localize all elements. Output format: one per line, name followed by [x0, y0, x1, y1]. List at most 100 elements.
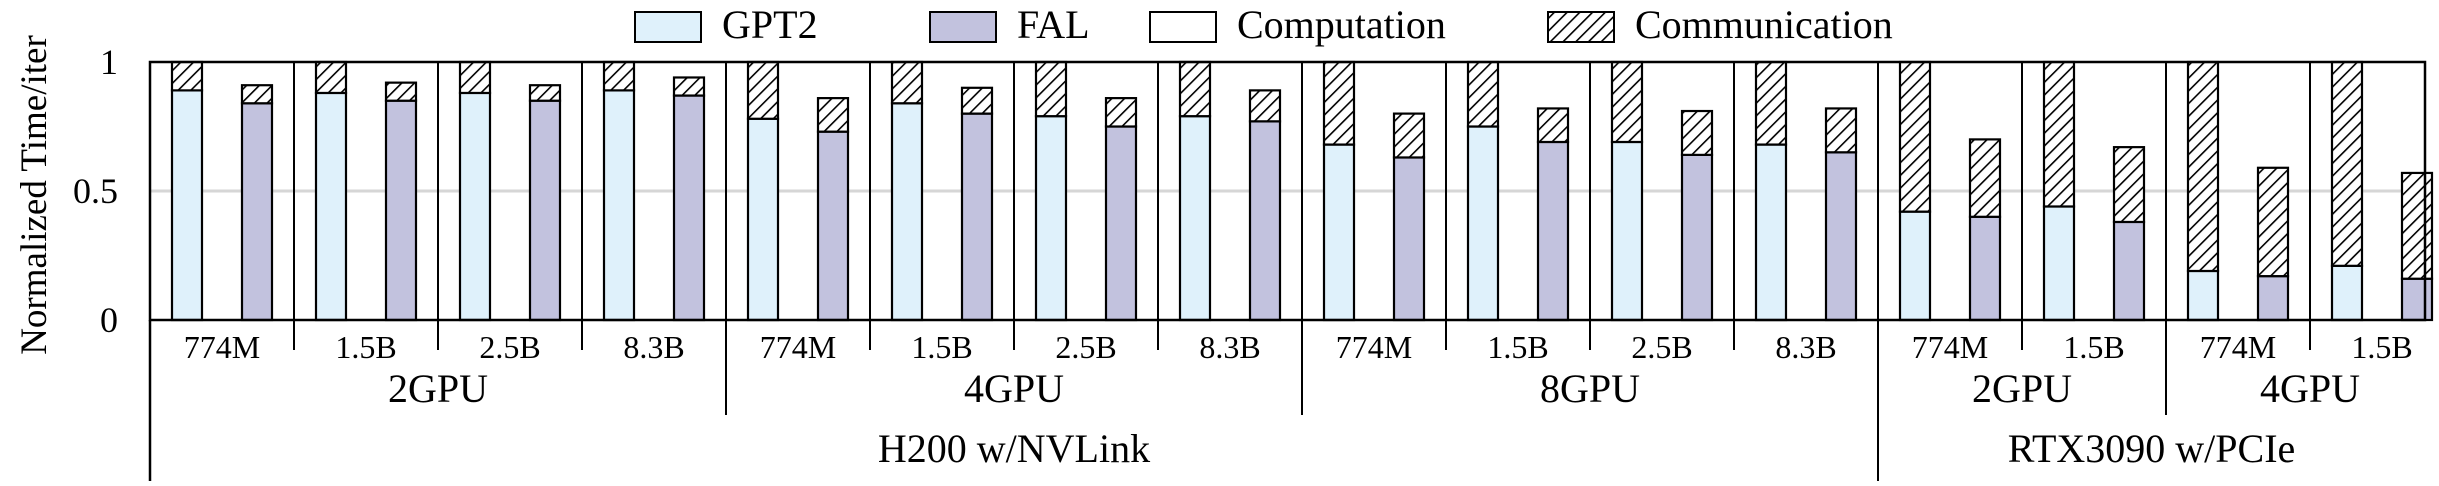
bar-fal-computation	[2112, 220, 2146, 322]
bar-gpt2-computation	[1754, 143, 1788, 322]
group-label: 4GPU	[964, 366, 1064, 411]
category-label: 1.5B	[2351, 329, 2412, 365]
bar-fal-computation	[1104, 125, 1138, 322]
group-label: 2GPU	[388, 366, 488, 411]
group-label: 2GPU	[1972, 366, 2072, 411]
category-label: 1.5B	[2063, 329, 2124, 365]
bar-gpt2-communication	[602, 60, 636, 92]
axes-layer: 0 0.5 1 774M 1.5B 2.5B 8.3B 774M 1.5B 2.5B 8.3B 774…	[73, 42, 2427, 481]
bar-fal-communication	[240, 84, 274, 105]
bar-fal-communication	[816, 97, 850, 133]
bar-gpt2-communication	[1322, 60, 1356, 146]
bar-gpt2-computation	[458, 91, 492, 322]
legend-label: GPT2	[722, 2, 818, 47]
bar-gpt2-communication	[1898, 60, 1932, 213]
category-label: 8.3B	[623, 329, 684, 365]
legend-swatch	[634, 11, 702, 43]
bar-fal-computation	[1536, 140, 1570, 322]
bar-gpt2-communication	[1178, 60, 1212, 118]
bar-gpt2-computation	[2186, 269, 2220, 322]
bar-gpt2-computation	[1610, 140, 1644, 322]
legend-swatch	[1547, 11, 1615, 43]
bar-fal-communication	[2112, 146, 2146, 224]
category-label: 774M	[1912, 329, 1988, 365]
legend-swatch	[929, 11, 997, 43]
y-tick-label: 1	[100, 42, 118, 82]
y-tick-label: 0.5	[73, 171, 118, 211]
bar-fal-computation	[672, 94, 706, 322]
bar-fal-communication	[1824, 107, 1858, 154]
bar-fal-communication	[384, 81, 418, 102]
bar-gpt2-computation	[1034, 115, 1068, 322]
legend-label: Computation	[1237, 2, 1446, 47]
bar-gpt2-computation	[170, 89, 204, 322]
bar-gpt2-computation	[1322, 143, 1356, 322]
bar-gpt2-computation	[2042, 205, 2076, 322]
y-axis-label-layer: Normalized Time/iter	[14, 35, 55, 355]
bar-gpt2-communication	[2042, 60, 2076, 208]
bar-fal-computation	[2256, 275, 2290, 322]
bar-gpt2-computation	[1178, 115, 1212, 322]
bar-gpt2-computation	[746, 117, 780, 322]
bar-gpt2-computation	[1898, 210, 1932, 322]
plot-frame	[148, 60, 2427, 322]
bar-fal-communication	[1680, 109, 1714, 156]
bar-gpt2-computation	[890, 102, 924, 322]
platform-label: H200 w/NVLink	[878, 426, 1150, 471]
bar-fal-computation	[1248, 120, 1282, 322]
y-tick-label: 0	[100, 300, 118, 340]
bar-fal-computation	[816, 130, 850, 322]
bar-fal-computation	[384, 99, 418, 322]
category-label: 8.3B	[1199, 329, 1260, 365]
bar-fal-communication	[2256, 166, 2290, 278]
y-axis-title: Normalized Time/iter	[14, 35, 55, 355]
category-label: 774M	[760, 329, 836, 365]
bar-fal-communication	[1248, 89, 1282, 123]
bar-fal-communication	[1104, 97, 1138, 128]
legend: GPT2 FAL Computation Communication	[634, 2, 1893, 47]
bar-fal-communication	[2400, 171, 2434, 280]
bar-gpt2-communication	[2186, 60, 2220, 273]
bar-gpt2-communication	[314, 60, 348, 95]
legend-label: Communication	[1635, 2, 1893, 47]
bar-gpt2-communication	[2330, 60, 2364, 267]
bar-fal-computation	[528, 99, 562, 322]
category-label: 8.3B	[1775, 329, 1836, 365]
bar-fal-computation	[1968, 215, 2002, 322]
legend-label: FAL	[1017, 2, 1090, 47]
bar-gpt2-communication	[746, 60, 780, 120]
category-label: 2.5B	[1055, 329, 1116, 365]
bar-gpt2-communication	[890, 60, 924, 105]
bar-fal-computation	[240, 102, 274, 322]
bar-fal-computation	[1392, 156, 1426, 322]
bar-fal-computation	[1680, 153, 1714, 322]
category-label: 774M	[1336, 329, 1412, 365]
bar-fal-communication	[1968, 138, 2002, 218]
bar-gpt2-communication	[1754, 60, 1788, 146]
bar-fal-communication	[672, 76, 706, 97]
platform-label: RTX3090 w/PCIe	[2008, 426, 2296, 471]
category-label: 774M	[184, 329, 260, 365]
bar-gpt2-computation	[314, 91, 348, 322]
bar-fal-communication	[528, 84, 562, 102]
bar-fal-computation	[1824, 151, 1858, 322]
category-label: 1.5B	[911, 329, 972, 365]
bar-gpt2-computation	[602, 89, 636, 322]
bars-layer	[170, 60, 2434, 322]
group-label: 8GPU	[1540, 366, 1640, 411]
bar-gpt2-communication	[170, 60, 204, 92]
bar-fal-computation	[960, 112, 994, 322]
category-label: 2.5B	[479, 329, 540, 365]
bar-gpt2-computation	[2330, 264, 2364, 322]
bar-fal-communication	[1536, 107, 1570, 144]
legend-swatch	[1149, 11, 1217, 43]
bar-gpt2-communication	[1034, 60, 1068, 118]
bar-gpt2-communication	[1466, 60, 1500, 128]
bar-gpt2-computation	[1466, 125, 1500, 322]
category-label: 1.5B	[1487, 329, 1548, 365]
bar-fal-communication	[1392, 112, 1426, 159]
category-label: 1.5B	[335, 329, 396, 365]
bar-gpt2-communication	[1610, 60, 1644, 144]
